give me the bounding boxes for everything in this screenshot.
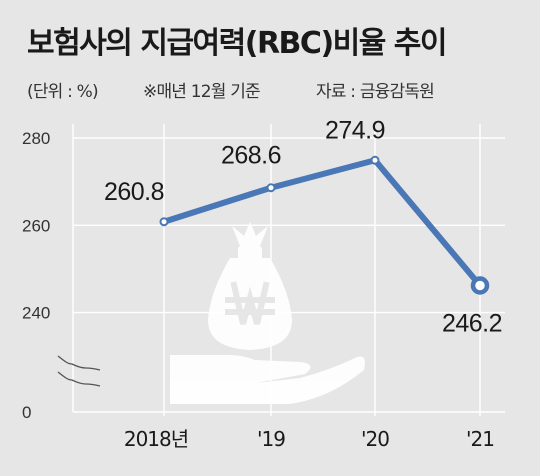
y-ticks: 0 240 260 280 (22, 129, 50, 422)
x-tick-label: 2018년 (124, 427, 188, 451)
y-tick-label: 240 (22, 304, 50, 323)
y-tick-label: 260 (22, 216, 50, 235)
data-label: 246.2 (442, 309, 502, 337)
unit-note: (단위 : %) (27, 82, 99, 102)
x-tick-label: '21 (466, 427, 494, 451)
x-tick-label: '20 (361, 427, 389, 451)
data-point (159, 217, 169, 227)
data-labels: 260.8 268.6 274.9 246.2 (104, 116, 503, 337)
axis-break (57, 355, 101, 387)
series-line-path (161, 157, 483, 289)
data-label: 274.9 (325, 116, 385, 144)
data-point (470, 276, 490, 295)
y-tick-label: 280 (22, 129, 50, 148)
x-ticks: 2018년 '19 '20 '21 (124, 427, 495, 451)
data-points (159, 155, 490, 295)
basis-note: ※매년 12월 기준 (143, 82, 261, 102)
x-tick-label: '19 (257, 427, 285, 451)
chart-title: 보험사의 지급여력(RBC)비율 추이 (27, 26, 448, 61)
data-label: 260.8 (104, 178, 164, 206)
series-line (161, 157, 483, 289)
y-tick-label: 0 (22, 403, 31, 422)
data-point (370, 155, 380, 165)
data-point (266, 183, 276, 193)
source-note: 자료 : 금융감독원 (316, 82, 435, 102)
money-bag-on-hand-icon (170, 222, 365, 404)
data-label: 268.6 (221, 142, 281, 170)
